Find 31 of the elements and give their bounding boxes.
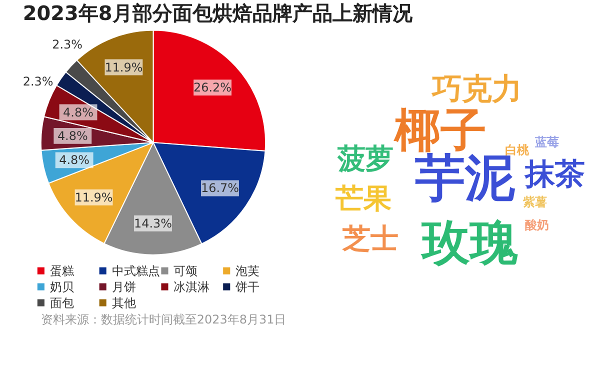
text: 紫薯 bbox=[522, 194, 548, 209]
data-label: 4.8% bbox=[59, 153, 90, 168]
text: 资料来源：数据统计时间截至2023年8月31日 bbox=[40, 312, 286, 327]
data-label: 4.8% bbox=[63, 105, 94, 120]
data-label: 14.3% bbox=[134, 216, 172, 230]
data-label: 2.3% bbox=[22, 74, 54, 89]
data-label: 26.2% bbox=[194, 80, 232, 95]
legend-label: 奶贝 bbox=[50, 280, 74, 294]
chart-title: 2023年8月部分面包烘焙品牌产品上新情况 bbox=[22, 1, 414, 26]
data-label: 16.7% bbox=[200, 181, 239, 196]
text: 芝士 bbox=[341, 222, 398, 255]
data-label: 2.3% bbox=[52, 38, 83, 52]
legend-label: 冰淇淋 bbox=[174, 280, 210, 294]
legend-label: 饼干 bbox=[234, 280, 260, 294]
legend-label: 中式糕点 bbox=[112, 264, 160, 278]
legend-label: 泡芙 bbox=[236, 264, 260, 278]
text: 抹茶 bbox=[524, 156, 586, 192]
text: 蓝莓 bbox=[534, 135, 560, 150]
data-label: 11.9% bbox=[104, 60, 143, 74]
data-label: 4.8% bbox=[57, 128, 88, 143]
text: 巧克力 bbox=[431, 72, 522, 108]
text: 酸奶 bbox=[525, 218, 550, 232]
text: 菠萝 bbox=[336, 142, 394, 175]
legend-label: 可颂 bbox=[174, 264, 198, 278]
text: 玫瑰 bbox=[420, 216, 518, 271]
legend-label: 月饼 bbox=[112, 280, 136, 294]
legend-label: 蛋糕 bbox=[50, 264, 74, 278]
text: 芒果 bbox=[334, 182, 392, 215]
data-label: 11.9% bbox=[74, 190, 113, 204]
legend-label: 面包 bbox=[50, 296, 74, 310]
legend-label: 其他 bbox=[112, 296, 136, 310]
